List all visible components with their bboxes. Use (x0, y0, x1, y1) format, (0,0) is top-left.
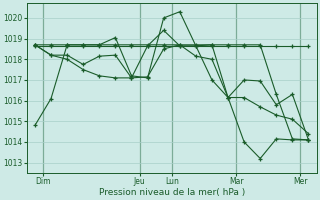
X-axis label: Pression niveau de la mer( hPa ): Pression niveau de la mer( hPa ) (99, 188, 245, 197)
